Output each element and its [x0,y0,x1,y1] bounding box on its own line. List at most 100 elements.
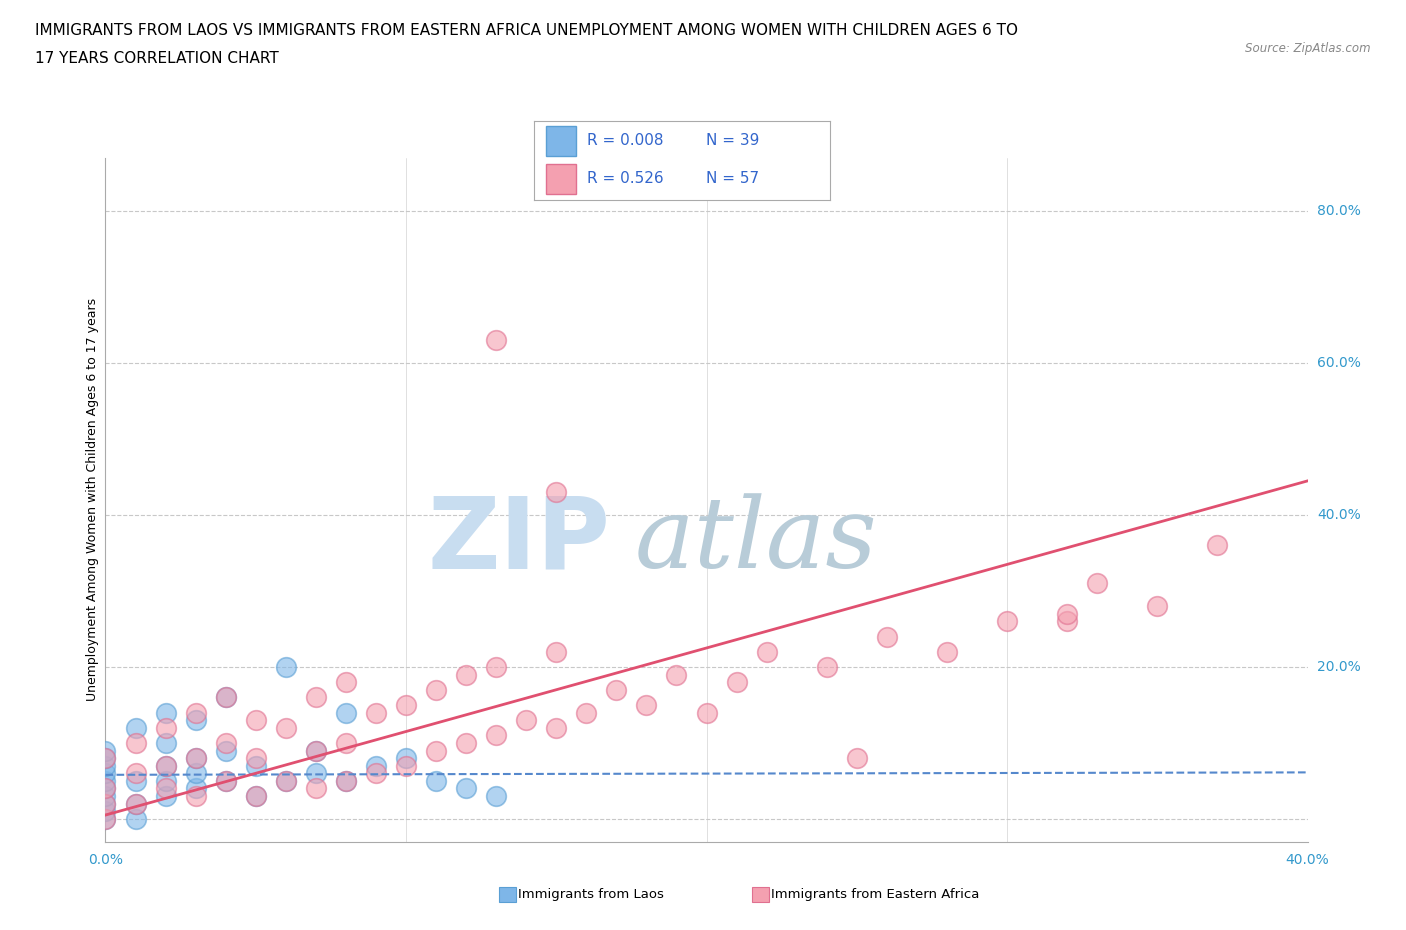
Point [124,796,146,811]
Point [124,774,146,789]
Text: IMMIGRANTS FROM LAOS VS IMMIGRANTS FROM EASTERN AFRICA UNEMPLOYMENT AMONG WOMEN : IMMIGRANTS FROM LAOS VS IMMIGRANTS FROM … [35,23,1018,38]
Point [94,766,117,781]
Text: 60.0%: 60.0% [1317,356,1361,370]
Point [1056,606,1078,621]
Point [94,781,117,796]
Point [335,774,357,789]
Point [425,683,447,698]
Point [94,758,117,773]
Text: 17 YEARS CORRELATION CHART: 17 YEARS CORRELATION CHART [35,51,278,66]
Point [94,751,117,765]
Point [94,751,117,765]
Point [1206,538,1229,552]
Point [454,781,477,796]
Point [94,781,117,796]
Point [546,720,568,735]
Point [364,705,387,720]
Text: atlas: atlas [634,493,877,589]
Point [305,743,328,758]
Point [124,720,146,735]
Point [184,705,207,720]
Point [274,659,297,674]
Text: Source: ZipAtlas.com: Source: ZipAtlas.com [1246,42,1371,55]
Point [485,728,508,743]
Point [94,796,117,811]
Point [155,789,177,804]
Point [425,774,447,789]
Point [395,698,418,712]
Point [245,712,267,727]
Text: 80.0%: 80.0% [1317,205,1361,219]
Text: Immigrants from Eastern Africa: Immigrants from Eastern Africa [772,888,980,901]
Point [155,781,177,796]
Text: N = 57: N = 57 [706,171,759,186]
Point [184,751,207,765]
Point [184,766,207,781]
Point [214,774,236,789]
Point [546,485,568,499]
Point [155,758,177,773]
Point [395,751,418,765]
Point [184,781,207,796]
Point [214,690,236,705]
Point [245,789,267,804]
Bar [546,164,575,193]
Point [995,614,1018,629]
Point [515,712,537,727]
Point [94,804,117,818]
Point [425,743,447,758]
Point [214,690,236,705]
Point [124,736,146,751]
Text: 40.0%: 40.0% [1285,853,1330,867]
Point [245,758,267,773]
Point [274,774,297,789]
Point [1085,576,1108,591]
Point [94,811,117,827]
Point [364,766,387,781]
Point [155,774,177,789]
Point [485,659,508,674]
Point [274,774,297,789]
Point [155,758,177,773]
Point [214,736,236,751]
Point [155,705,177,720]
Point [335,675,357,690]
Text: R = 0.526: R = 0.526 [588,171,664,186]
Text: 20.0%: 20.0% [1317,660,1361,674]
Point [184,751,207,765]
Point [546,644,568,659]
Point [485,333,508,348]
Point [1056,614,1078,629]
Point [155,720,177,735]
Point [184,789,207,804]
Point [305,766,328,781]
Point [335,705,357,720]
Point [755,644,778,659]
Text: 40.0%: 40.0% [1317,508,1361,522]
Point [665,667,688,682]
Point [815,659,838,674]
Text: R = 0.008: R = 0.008 [588,133,664,148]
Point [124,766,146,781]
Point [184,712,207,727]
Point [605,683,627,698]
Point [94,796,117,811]
Point [305,781,328,796]
Point [696,705,718,720]
Point [636,698,658,712]
Point [305,690,328,705]
Point [575,705,598,720]
Point [335,736,357,751]
Point [454,667,477,682]
Point [124,811,146,827]
Point [94,774,117,789]
Point [1146,599,1168,614]
Point [725,675,748,690]
Point [305,743,328,758]
Point [214,743,236,758]
Point [155,736,177,751]
Point [335,774,357,789]
Text: N = 39: N = 39 [706,133,759,148]
Point [94,789,117,804]
Text: 0.0%: 0.0% [89,853,122,867]
